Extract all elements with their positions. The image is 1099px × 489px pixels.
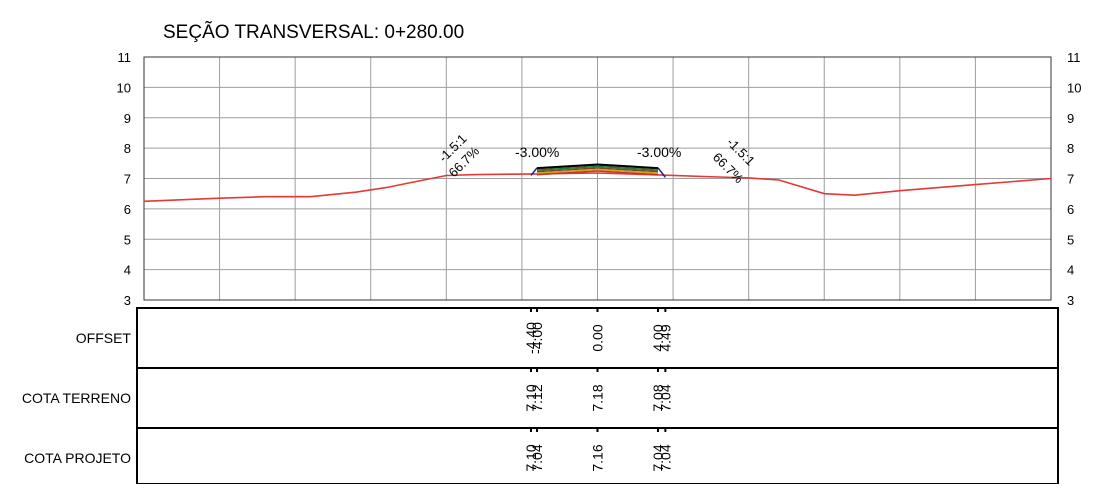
table-value: 0.00 xyxy=(590,324,606,351)
y-tick-label-left: 6 xyxy=(124,202,131,217)
table-row-label: OFFSET xyxy=(76,330,132,346)
table-value: 7.18 xyxy=(590,384,606,411)
table-value: 7.10 xyxy=(523,444,539,471)
table-value: 4.00 xyxy=(650,324,666,351)
y-tick-label-right: 5 xyxy=(1067,232,1074,247)
table-value: 7.16 xyxy=(590,444,606,471)
y-tick-label-right: 10 xyxy=(1067,80,1081,95)
grid xyxy=(143,56,1052,301)
y-tick-label-left: 3 xyxy=(124,293,131,308)
y-tick-label-left: 10 xyxy=(117,80,131,95)
y-tick-label-right: 9 xyxy=(1067,111,1074,126)
y-tick-label-left: 9 xyxy=(124,111,131,126)
table-value: 7.12 xyxy=(529,384,545,411)
table-value: 7.04 xyxy=(657,384,673,411)
table-row-label: COTA PROJETO xyxy=(24,450,131,466)
y-tick-label-left: 4 xyxy=(124,263,131,278)
pavement-layer xyxy=(537,170,658,176)
right-slope-line xyxy=(657,167,666,178)
y-tick-label-right: 6 xyxy=(1067,202,1074,217)
slope-label-right: -3.00% xyxy=(637,144,681,160)
table-value: 7.08 xyxy=(650,384,666,411)
table-value: 7.04 xyxy=(529,444,545,471)
table-value: 4.49 xyxy=(657,324,673,351)
y-tick-label-left: 11 xyxy=(118,50,132,65)
y-tick-label-right: 8 xyxy=(1067,141,1074,156)
table-value: 7.04 xyxy=(657,444,673,471)
y-tick-label-right: 11 xyxy=(1067,50,1081,65)
chart-title: SEÇÃO TRANSVERSAL: 0+280.00 xyxy=(163,21,464,43)
design-top-line xyxy=(536,163,659,169)
table-value: 7.04 xyxy=(650,444,666,471)
data-table: OFFSET -4.40-4.00 0.00 4.004.49 COTA TERRENO… xyxy=(22,307,1059,485)
y-tick-label-right: 4 xyxy=(1067,263,1074,278)
pavement-layer xyxy=(537,167,658,173)
left-slope-line xyxy=(530,167,538,176)
y-tick-label-left: 5 xyxy=(124,232,131,247)
y-axis-ticks: 11 11 10 10 9 9 8 8 7 7 6 6 5 5 4 4 3 3 xyxy=(117,50,1082,308)
table-value: 7.10 xyxy=(523,384,539,411)
pavement-layer xyxy=(537,165,658,171)
table-value: -4.00 xyxy=(529,322,545,354)
y-tick-label-left: 8 xyxy=(124,141,131,156)
y-tick-label-right: 7 xyxy=(1067,172,1074,187)
pavement-layer xyxy=(537,168,658,174)
table-value: -4.40 xyxy=(523,322,539,354)
y-tick-label-left: 7 xyxy=(124,172,131,187)
y-tick-label-right: 3 xyxy=(1067,293,1074,308)
slope-label-left: -3.00% xyxy=(515,144,559,160)
design-surface xyxy=(530,163,666,178)
table-row-label: COTA TERRENO xyxy=(22,390,131,406)
